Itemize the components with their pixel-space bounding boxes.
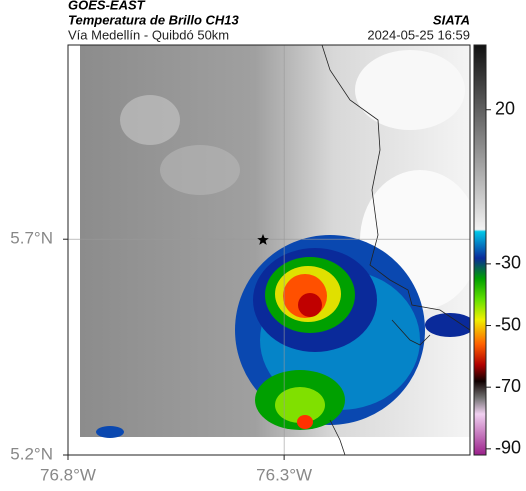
map-frame — [67, 44, 471, 456]
timestamp: 2024-05-25 16:59 — [367, 27, 470, 42]
colorbar — [473, 44, 487, 456]
ticks: 76.8°W 76.3°W 5.7°N 5.2°N 20 -30 -50 -70 -90 — [10, 98, 521, 484]
y-tick-label: 5.7°N — [10, 229, 53, 248]
colorbar-tick-label: -70 — [495, 376, 521, 396]
x-tick-label: 76.3°W — [256, 465, 312, 484]
colorbar-tick-label: 20 — [495, 98, 515, 118]
caption: Vía Medellín - Quibdó 50km — [68, 27, 229, 42]
y-tick-label: 5.2°N — [10, 444, 53, 463]
colorbar-tick-label: -90 — [495, 438, 521, 458]
title: GOES-EAST — [68, 0, 146, 12]
city-marker — [257, 234, 269, 245]
x-tick-label: 76.8°W — [40, 465, 96, 484]
colorbar-tick-label: -50 — [495, 314, 521, 334]
colorbar-tick-label: -30 — [495, 253, 521, 273]
subtitle: Temperatura de Brillo CH13 — [68, 12, 240, 27]
source: SIATA — [433, 12, 470, 27]
map-image — [68, 45, 470, 455]
